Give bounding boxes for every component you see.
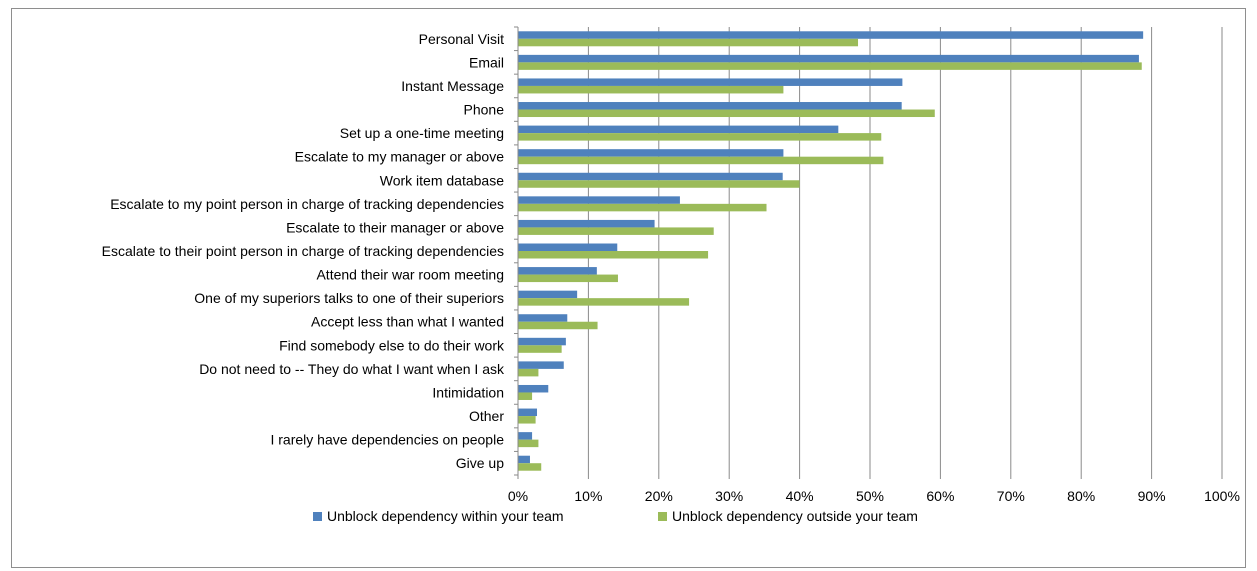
bars — [518, 31, 1144, 471]
bar-within-team — [518, 314, 568, 322]
tick-labels: 0% 10% 20% 30% 40% 50% 60% 70% 80% 90% 100% — [508, 488, 1240, 504]
chart-frame — [11, 8, 1246, 568]
x-tick-label: 100% — [1204, 488, 1240, 504]
legend: Unblock dependency within your team Unblo… — [313, 508, 918, 524]
bar-outside-team — [518, 368, 539, 377]
category-label: Find somebody else to do their work — [279, 337, 505, 353]
bar-within-team — [518, 290, 578, 299]
bar-outside-team — [518, 156, 884, 165]
bar-outside-team — [518, 251, 709, 259]
category-label: Escalate to my manager or above — [295, 149, 505, 165]
x-tick-label: 50% — [856, 488, 884, 504]
bar-outside-team — [518, 227, 714, 235]
x-tick-label: 30% — [715, 488, 743, 504]
legend-swatch — [313, 512, 322, 521]
bar-within-team — [518, 31, 1144, 39]
bar-within-team — [518, 384, 549, 393]
category-label: Phone — [464, 102, 505, 118]
bar-within-team — [518, 125, 839, 134]
bar-outside-team — [518, 463, 542, 471]
bar-outside-team — [518, 274, 618, 283]
category-label: Attend their war room meeting — [316, 267, 504, 283]
category-label: Escalate to their point person in charge… — [102, 243, 504, 259]
bar-within-team — [518, 455, 530, 464]
x-tick-label: 60% — [926, 488, 954, 504]
bar-within-team — [518, 219, 655, 228]
legend-label: Unblock dependency outside your team — [672, 508, 918, 524]
bar-within-team — [518, 102, 902, 110]
bar-outside-team — [518, 109, 935, 118]
category-label: Accept less than what I wanted — [311, 314, 504, 330]
category-label: Instant Message — [401, 78, 504, 94]
bar-outside-team — [518, 62, 1142, 70]
bar-within-team — [518, 243, 618, 251]
bar-outside-team — [518, 38, 859, 47]
axes — [514, 26, 1223, 479]
legend-swatch — [658, 512, 667, 521]
bar-outside-team — [518, 439, 539, 448]
category-label: Escalate to their manager or above — [286, 219, 504, 235]
x-tick-label: 0% — [508, 488, 528, 504]
x-tick-label: 80% — [1067, 488, 1095, 504]
category-label: One of my superiors talks to one of thei… — [194, 290, 504, 306]
category-label: Give up — [456, 455, 504, 471]
bar-within-team — [518, 267, 597, 275]
bar-within-team — [518, 54, 1139, 63]
bar-within-team — [518, 149, 784, 157]
category-label: Work item database — [380, 172, 504, 188]
category-label: Do not need to -- They do what I want wh… — [199, 361, 505, 377]
bar-outside-team — [518, 321, 598, 330]
category-label: Email — [469, 54, 504, 70]
gridlines — [587, 27, 1223, 475]
x-tick-label: 70% — [997, 488, 1025, 504]
x-tick-label: 90% — [1138, 488, 1166, 504]
bar-within-team — [518, 408, 538, 417]
x-tick-label: 20% — [645, 488, 673, 504]
bar-within-team — [518, 361, 564, 369]
bar-outside-team — [518, 133, 882, 141]
category-label: Set up a one-time meeting — [340, 125, 504, 141]
bar-within-team — [518, 172, 783, 181]
bar-outside-team — [518, 203, 767, 212]
bar-within-team — [518, 432, 533, 440]
bar-outside-team — [518, 416, 536, 424]
bar-within-team — [518, 78, 903, 86]
x-tick-label: 10% — [574, 488, 602, 504]
bar-outside-team — [518, 85, 784, 94]
category-labels: Personal Visit Email Instant Message Phone S… — [102, 31, 505, 471]
bar-within-team — [518, 196, 680, 204]
category-label: Other — [469, 408, 504, 424]
category-label: Escalate to my point person in charge of… — [110, 196, 504, 212]
category-label: I rarely have dependencies on people — [270, 432, 504, 448]
bar-outside-team — [518, 345, 562, 353]
category-label: Intimidation — [432, 384, 504, 400]
bar-outside-team — [518, 180, 800, 188]
legend-label: Unblock dependency within your team — [327, 508, 564, 524]
bar-within-team — [518, 337, 566, 346]
bar-outside-team — [518, 392, 533, 400]
bar-outside-team — [518, 298, 690, 306]
category-label: Personal Visit — [419, 31, 504, 47]
x-tick-label: 40% — [786, 488, 814, 504]
